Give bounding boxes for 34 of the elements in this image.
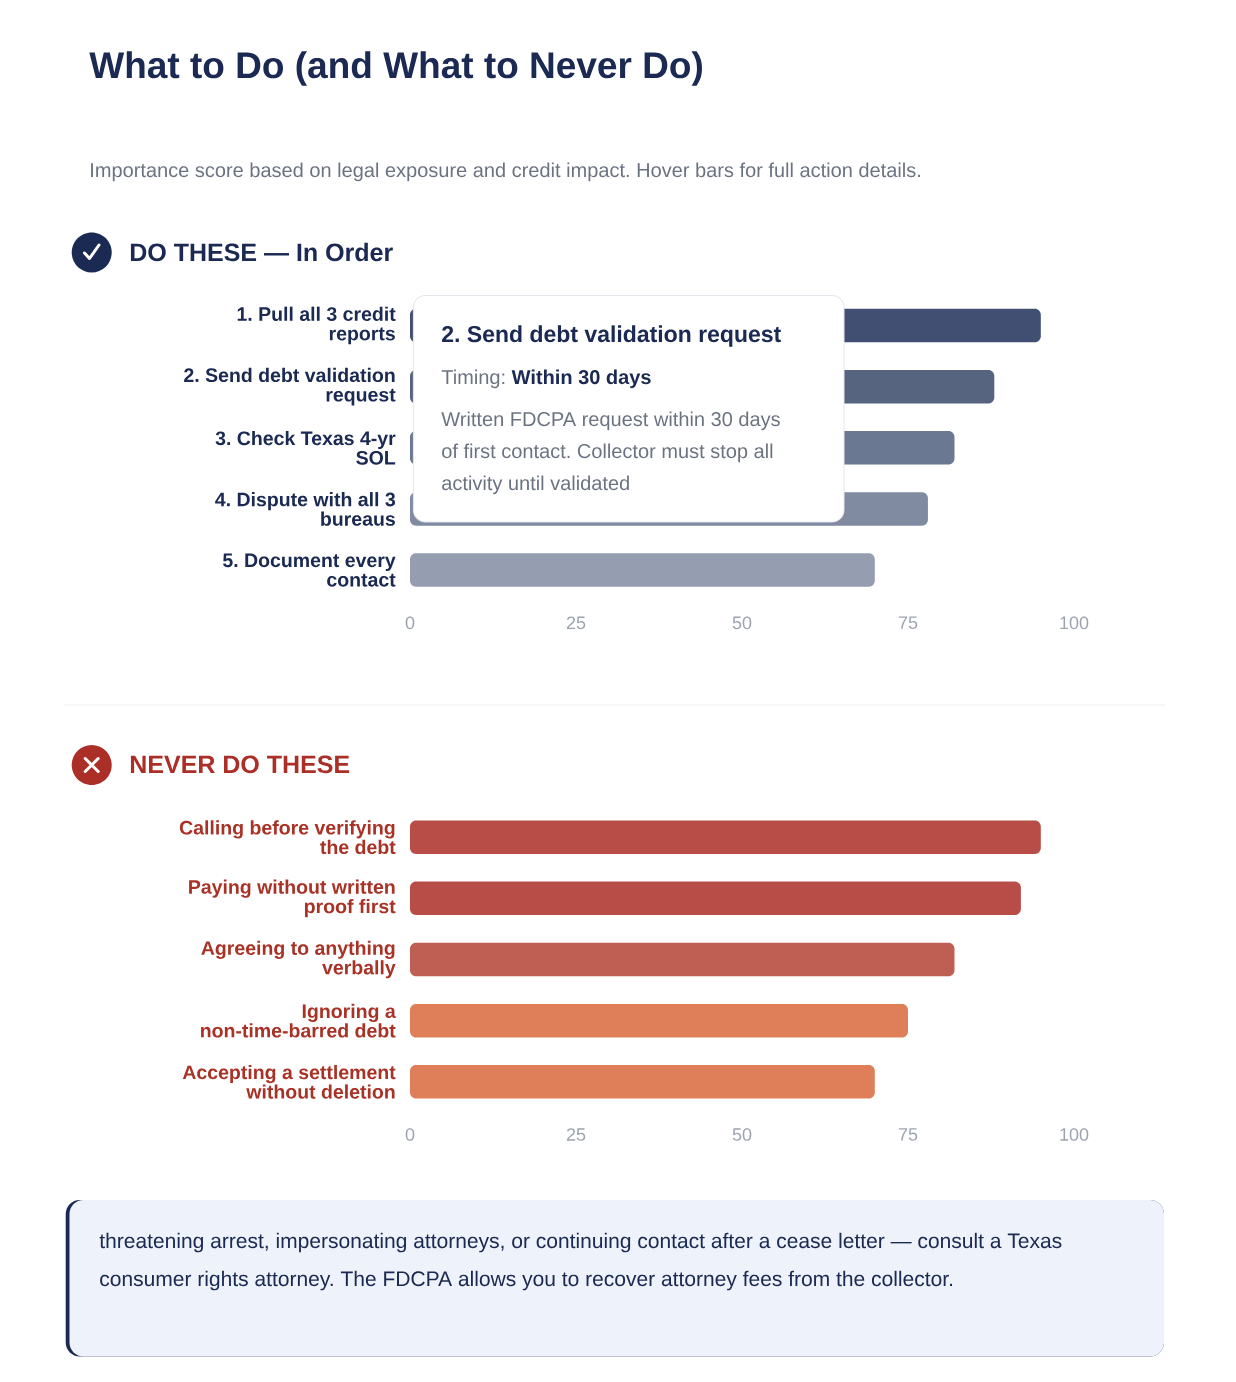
y-tick-label: 4. Dispute with all 3 bureaus [215,492,396,526]
x-tick-label: 0 [405,616,415,630]
x-tick-label: 50 [732,616,752,630]
y-tick-label: 3. Check Texas 4-yr SOL [215,430,396,465]
y-tick-label: Paying without written proof first [189,879,396,918]
y-tick-label: Agreeing to anything verbally [201,940,396,979]
x-tick-label: 25 [566,616,586,630]
y-tick-label: 2. Send debt validation request [184,367,396,406]
bar [410,820,1041,854]
text: What to Do (and What to Never Do) [89,51,702,86]
text: Importance score based on legal exposure and credit impact. Hover bars for full action details. [91,162,920,182]
bar [410,1065,875,1099]
x-tick-label: 75 [898,1128,918,1141]
bar [410,942,955,977]
bar [410,881,1021,916]
x-tick-label: 25 [566,1128,586,1141]
y-tick-label: Accepting a settlement without deletion [182,1064,396,1099]
annotation: Timing: Within 30 days [441,369,651,389]
y-tick-label: 5. Document every contact [222,553,396,587]
text: threatening arrest, impersonating attorneys, or continuing contact after a cease letter — consult a Texas consumer rights attorney. The FDCPA allows you to recover attorney fees from the collector. [99,1232,1062,1291]
x-tick-label: 100 [1060,1128,1089,1141]
x-tick-label: 0 [405,1128,415,1141]
x-tick-label: 50 [732,1128,752,1141]
y-tick-label: Calling before verifying the debt [179,820,396,855]
x-tick-label: 100 [1060,616,1089,630]
y-tick-label: Ignoring a non-time-barred debt [200,1003,396,1038]
x-tick-label: 75 [898,616,918,629]
y-tick-label: 1. Pull all 3 credit reports [237,306,396,345]
chart-title: NEVER DO THESE [130,755,350,774]
bar [410,1003,908,1038]
annotation: 2. Send debt validation request [442,325,781,347]
chart-title: DO THESE — In Order [130,242,393,262]
bar [410,553,875,587]
annotation: Written FDCPA request within 30 days of first contact. Collector must stop all activity until validated [441,411,780,495]
